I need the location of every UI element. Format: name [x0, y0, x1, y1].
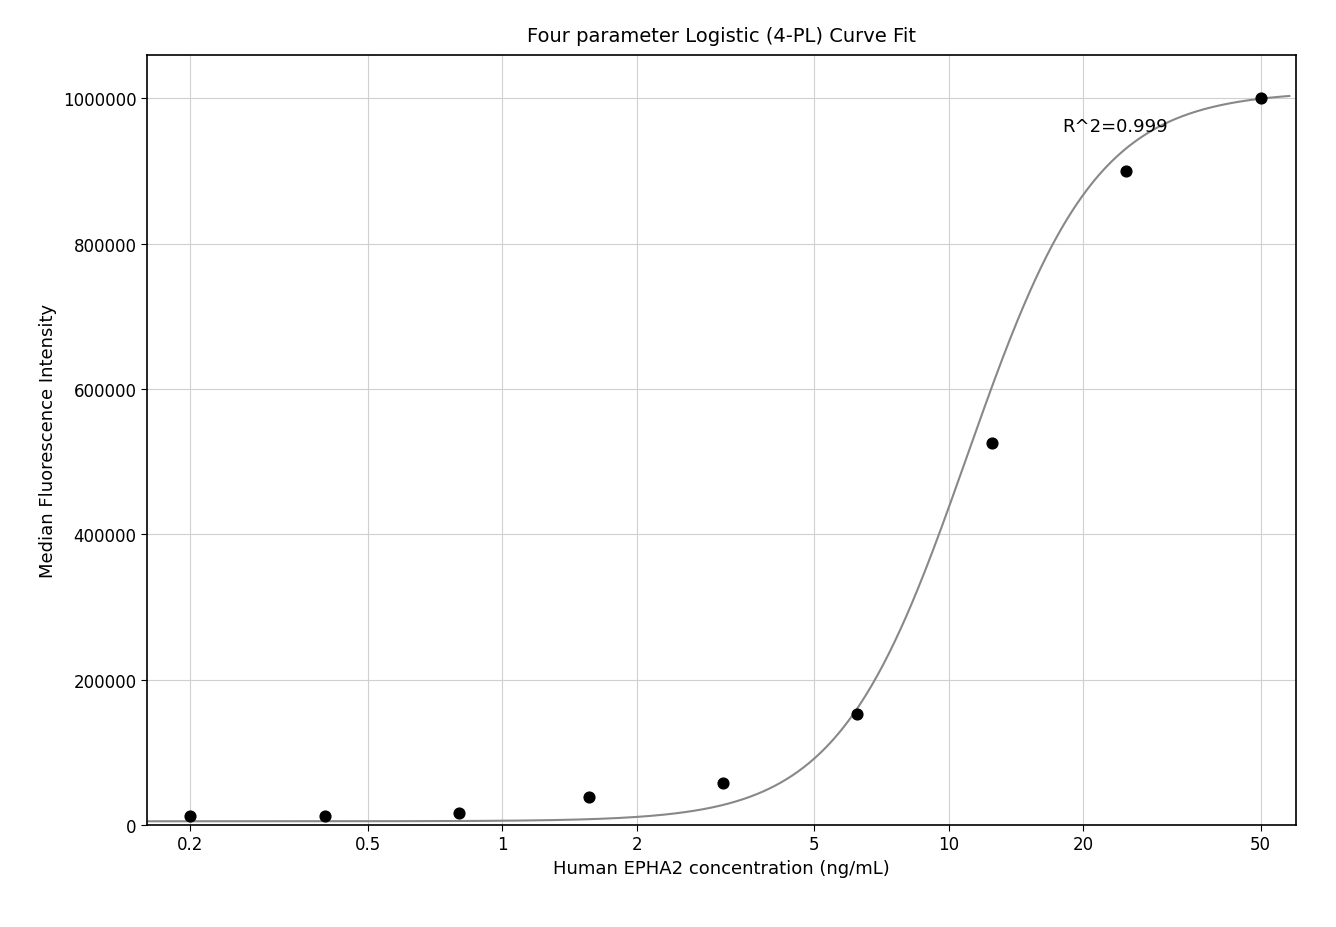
- X-axis label: Human EPHA2 concentration (ng/mL): Human EPHA2 concentration (ng/mL): [553, 859, 890, 877]
- Point: [578, 790, 600, 805]
- Title: Four parameter Logistic (4-PL) Curve Fit: Four parameter Logistic (4-PL) Curve Fit: [526, 27, 916, 45]
- Point: [179, 809, 200, 824]
- Point: [1116, 164, 1137, 179]
- Y-axis label: Median Fluorescence Intensity: Median Fluorescence Intensity: [39, 303, 57, 578]
- Point: [314, 809, 335, 824]
- Point: [981, 437, 1002, 451]
- Point: [1250, 92, 1272, 107]
- Point: [847, 707, 868, 722]
- Point: [712, 776, 733, 791]
- Point: [449, 806, 470, 820]
- Text: R^2=0.999: R^2=0.999: [1062, 118, 1168, 136]
